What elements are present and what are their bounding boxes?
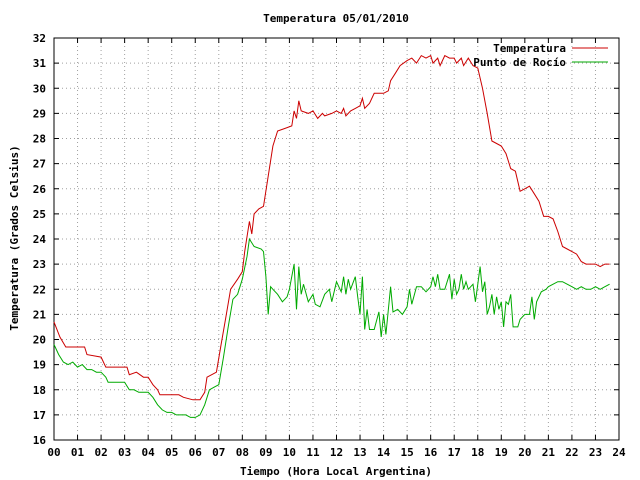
x-tick-label: 13 (353, 446, 366, 459)
x-tick-label: 12 (330, 446, 343, 459)
chart-title: Temperatura 05/01/2010 (263, 12, 409, 25)
series-line-temperatura (53, 54, 610, 401)
x-tick-label: 22 (565, 446, 578, 459)
legend-label: Punto de Rocío (473, 56, 566, 69)
series-line-punto-de-rocio (53, 237, 610, 418)
x-tick-labels: 00 01 02 03 04 05 06 07 08 09 10 11 12 13 14 15 16 17 18 19… (47, 446, 626, 459)
legend-label: Temperatura (493, 42, 566, 55)
y-tick-labels: 16 17 18 19 20 21 22 23 24 25 26 27 28 29 30 31 32 (33, 32, 47, 447)
x-tick-label: 04 (142, 446, 156, 459)
y-tick-label: 20 (33, 334, 46, 347)
x-tick-label: 08 (236, 446, 249, 459)
y-tick-label: 24 (33, 233, 47, 246)
y-tick-label: 19 (33, 359, 46, 372)
x-tick-label: 23 (589, 446, 602, 459)
x-tick-label: 19 (495, 446, 508, 459)
plot-border (53, 37, 620, 441)
y-tick-label: 25 (33, 208, 46, 221)
x-tick-label: 06 (189, 446, 203, 459)
x-tick-label: 18 (471, 446, 484, 459)
y-tick-label: 30 (33, 82, 46, 95)
x-tick-label: 24 (612, 446, 626, 459)
y-tick-label: 29 (33, 107, 46, 120)
x-axis-label: Tiempo (Hora Local Argentina) (240, 465, 432, 478)
y-tick-label: 23 (33, 258, 46, 271)
x-tick-label: 01 (71, 446, 85, 459)
x-tick-label: 16 (424, 446, 438, 459)
x-tick-label: 03 (118, 446, 131, 459)
y-tick-label: 32 (33, 32, 46, 45)
x-tick-label: 11 (306, 446, 320, 459)
y-axis-label: Temperatura (Grados Celsius) (8, 145, 21, 330)
x-tick-label: 00 (47, 446, 60, 459)
y-tick-label: 17 (33, 409, 46, 422)
x-tick-label: 02 (94, 446, 107, 459)
y-tick-label: 22 (33, 283, 46, 296)
y-tick-label: 28 (33, 133, 46, 146)
x-tick-label: 21 (542, 446, 556, 459)
x-tick-label: 20 (518, 446, 531, 459)
axes-frame (53, 37, 620, 441)
x-tick-label: 10 (283, 446, 296, 459)
grid-lines (54, 38, 619, 440)
y-tick-label: 18 (33, 384, 46, 397)
x-tick-label: 17 (448, 446, 461, 459)
y-tick-label: 26 (33, 183, 47, 196)
x-tick-label: 09 (259, 446, 272, 459)
x-tick-label: 14 (377, 446, 391, 459)
y-tick-label: 16 (33, 434, 47, 447)
y-tick-label: 27 (33, 158, 46, 171)
y-tick-label: 21 (33, 308, 47, 321)
series-lines (53, 54, 610, 418)
x-tick-label: 07 (212, 446, 225, 459)
x-tick-label: 15 (401, 446, 414, 459)
x-tick-label: 05 (165, 446, 178, 459)
y-tick-label: 31 (33, 57, 47, 70)
